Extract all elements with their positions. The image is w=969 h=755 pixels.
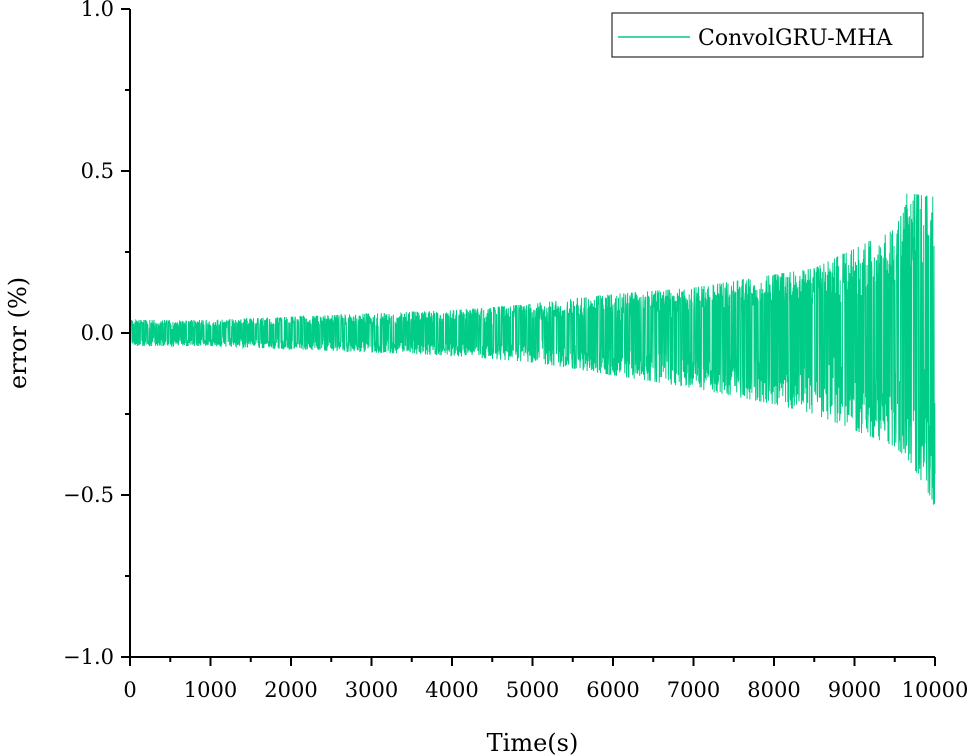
x-tick-label: 1000 <box>184 678 237 702</box>
x-tick-label: 3000 <box>345 678 398 702</box>
legend-box <box>611 12 924 58</box>
y-tick-label: 1.0 <box>81 0 114 21</box>
y-tick-label: 0.0 <box>81 321 114 345</box>
y-tick-label: −0.5 <box>63 483 114 507</box>
x-axis-ticks: 0 1000 2000 3000 4000 5000 6000 7000 8000 9000 100… <box>123 657 968 702</box>
x-tick-label: 10000 <box>902 678 969 702</box>
y-tick-label: 0.5 <box>81 159 114 183</box>
x-tick-label: 7000 <box>667 678 720 702</box>
y-axis-ticks: 1.0 0.5 0.0 −0.5 −1.0 <box>63 0 130 669</box>
legend-label-convolgru-mha: ConvolGRU-MHA <box>698 26 893 51</box>
x-tick-label: 4000 <box>425 678 478 702</box>
x-axis-title: Time(s) <box>487 729 579 755</box>
series-line-convolgru-mha <box>129 193 936 505</box>
x-tick-label: 0 <box>123 678 136 702</box>
plot-area <box>129 193 936 505</box>
x-tick-label: 5000 <box>506 678 559 702</box>
y-tick-label: −1.0 <box>63 645 114 669</box>
x-tick-label: 9000 <box>828 678 881 702</box>
x-tick-label: 6000 <box>586 678 639 702</box>
x-tick-label: 2000 <box>264 678 317 702</box>
legend: ConvolGRU-MHA <box>611 12 924 58</box>
y-axis-title: error (%) <box>4 277 32 389</box>
x-tick-label: 8000 <box>747 678 800 702</box>
